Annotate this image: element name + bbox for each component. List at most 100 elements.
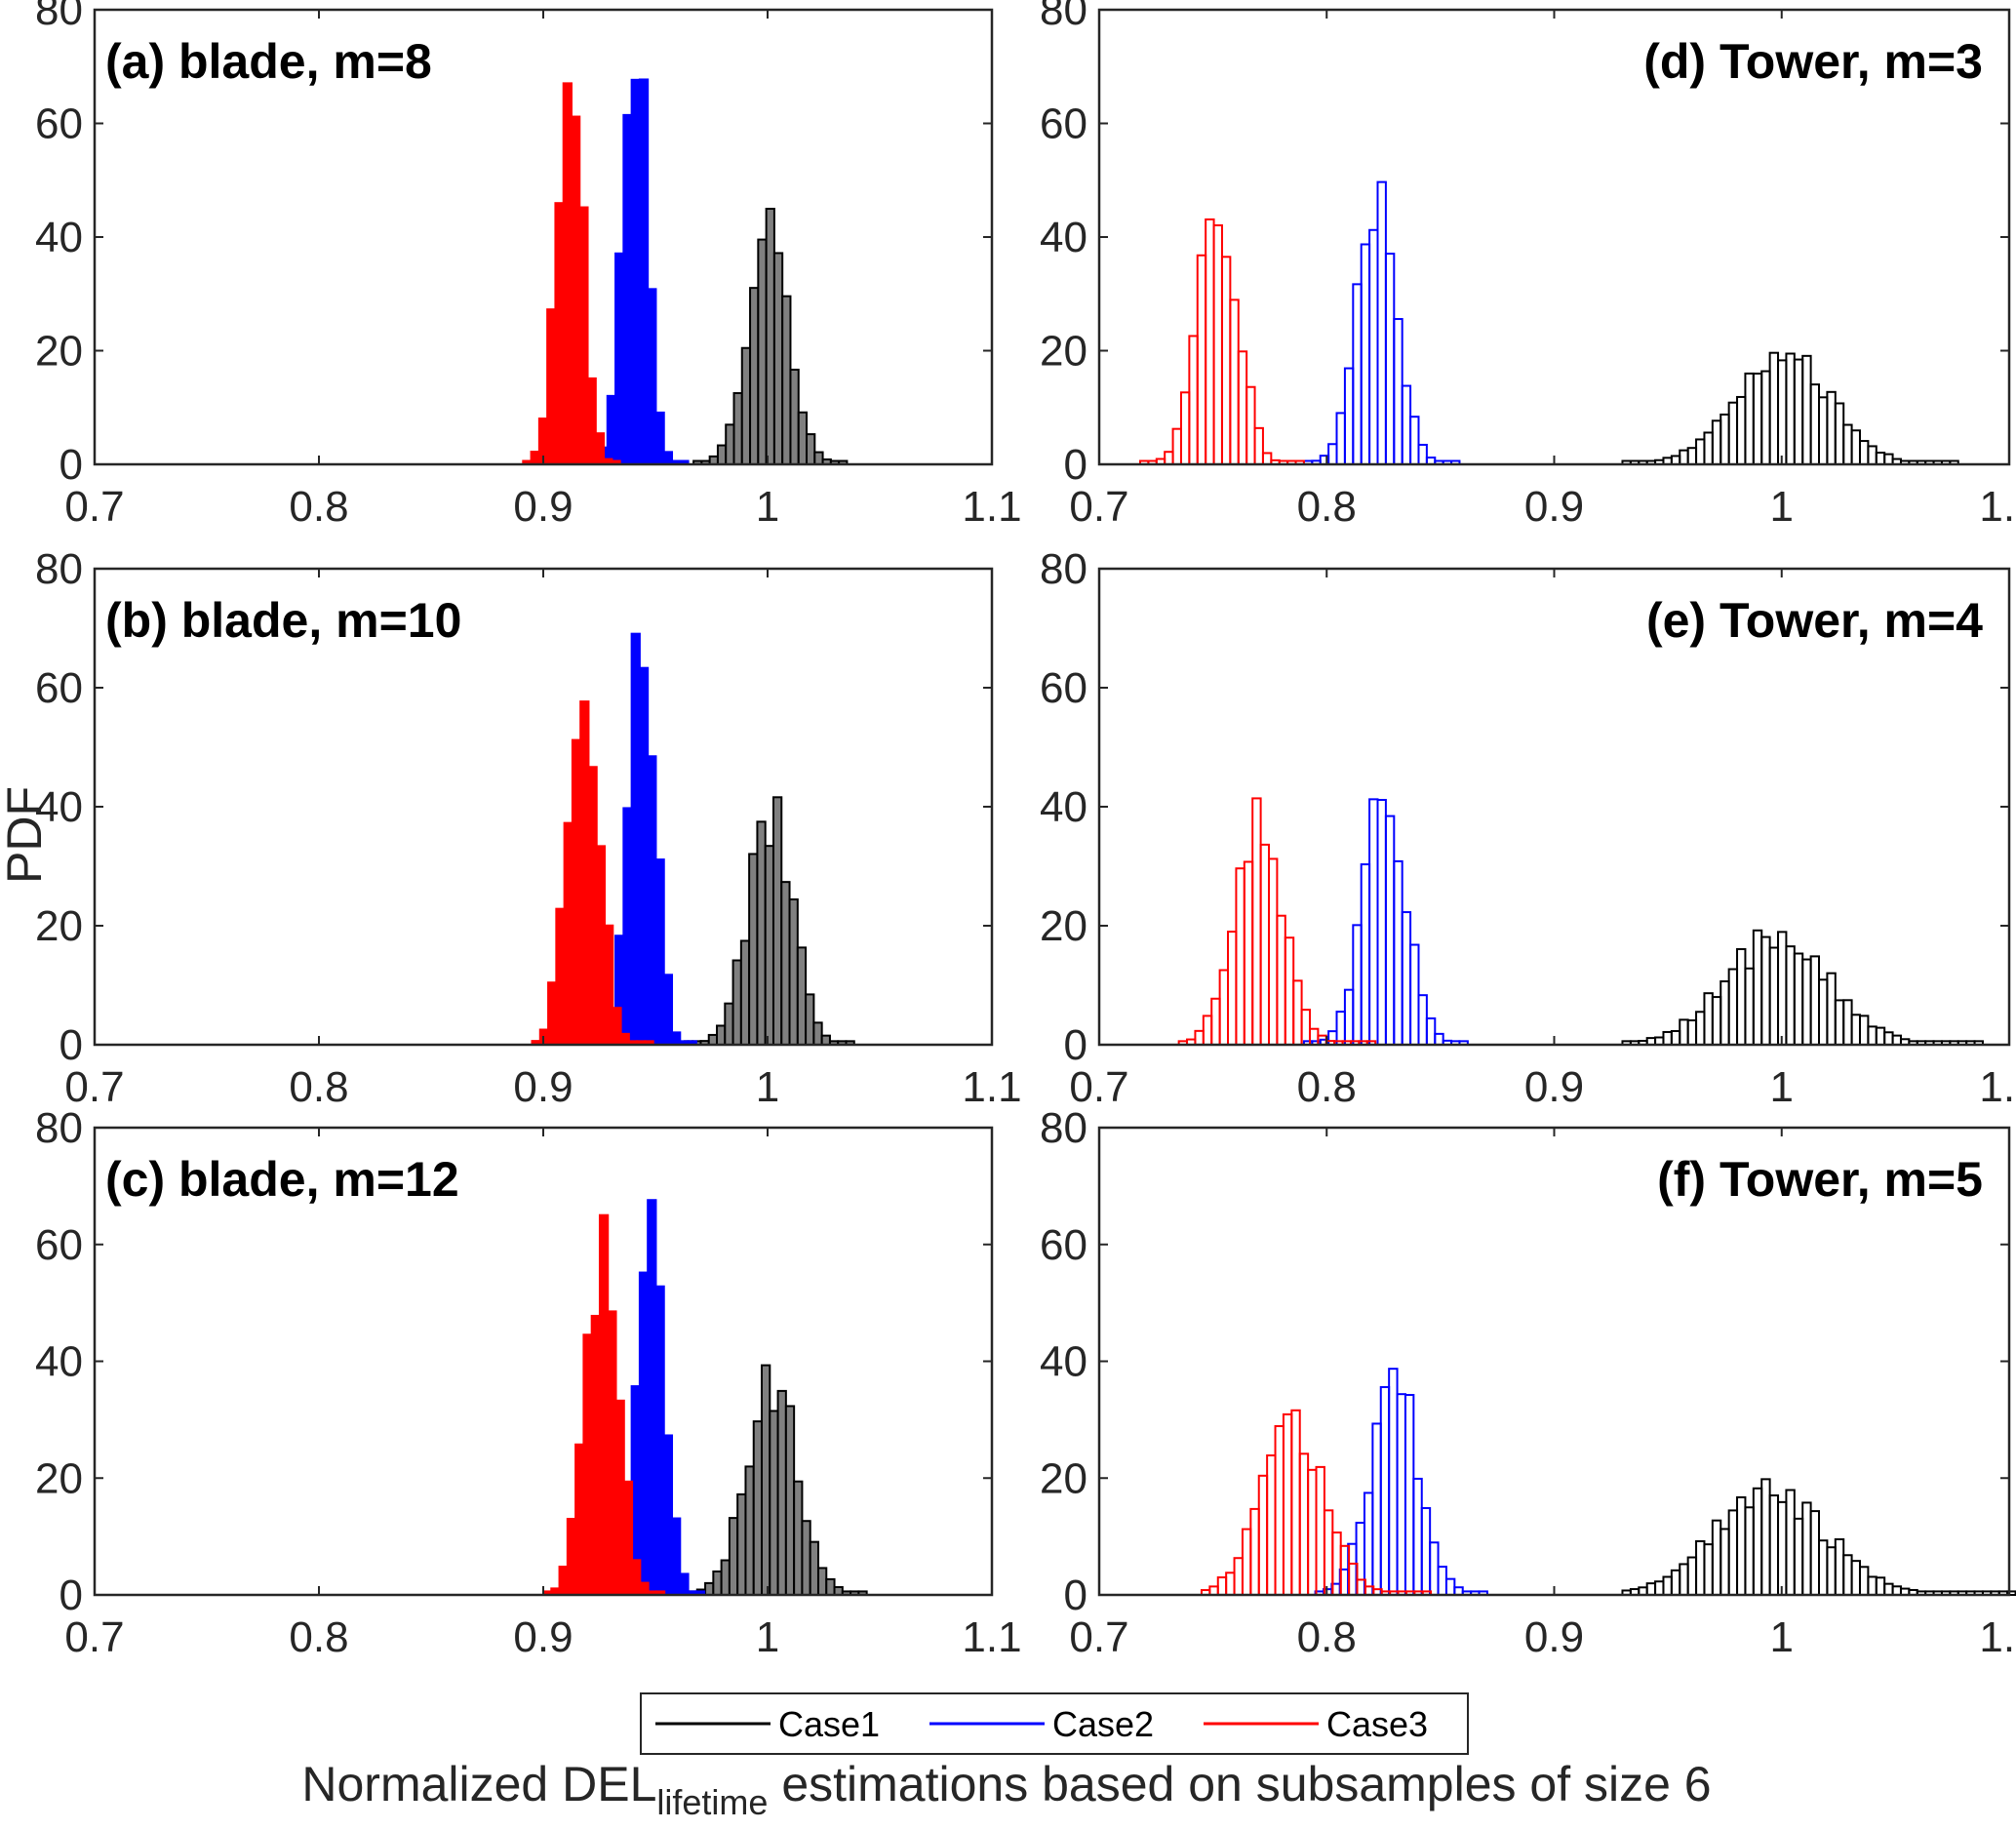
histogram-bar: [614, 252, 625, 466]
histogram-bar: [555, 907, 566, 1046]
y-tick-label: 0: [1064, 1021, 1087, 1069]
x-tick-label: 1: [1770, 483, 1794, 531]
histogram-bar: [748, 853, 759, 1047]
histogram-bar: [788, 898, 799, 1047]
x-axis-label-subscript: lifetime: [656, 1782, 768, 1822]
panel-c: 0.7 0.8 0.9 1 1.1 0 20 40 60 80 (c) blade, m=12: [35, 1104, 1022, 1661]
histogram-bar: [731, 959, 742, 1046]
histogram-bar: [622, 1480, 634, 1597]
x-tick-label: 0.8: [1297, 483, 1357, 531]
y-tick-label: 60: [1040, 664, 1087, 712]
plot-area: [1099, 569, 2009, 1045]
y-tick-label: 80: [35, 0, 83, 34]
histogram-bar: [546, 308, 557, 465]
y-tick-label: 80: [35, 545, 83, 593]
x-tick-label: 0.7: [64, 1613, 124, 1661]
x-tick-label: 1: [756, 483, 779, 531]
series-case3: [522, 82, 621, 466]
x-tick-label: 0.9: [513, 1613, 573, 1661]
histogram-bar: [784, 1405, 796, 1596]
x-tick-label: 0.7: [1069, 1613, 1128, 1661]
histogram-bar: [679, 1572, 690, 1597]
histogram-bar: [647, 288, 657, 465]
x-tick-label: 0.9: [1524, 1063, 1584, 1111]
x-tick-label: 1.1: [962, 483, 1021, 531]
y-tick-label: 20: [1040, 1454, 1087, 1502]
panel-d: 0.7 0.8 0.9 1 1.1 0 20 40 60 80 (d) Tower, m=3: [1040, 0, 2016, 531]
y-tick-label: 40: [1040, 214, 1087, 261]
histogram-bar: [812, 1021, 823, 1047]
histogram-bar: [614, 1399, 625, 1597]
histogram-bar: [639, 1581, 650, 1596]
y-axis-label: PDF: [0, 786, 52, 884]
histogram-bar: [622, 807, 633, 1046]
histogram-bar: [707, 1033, 719, 1046]
x-axis-label-rest: estimations based on subsamples of size …: [768, 1757, 1711, 1811]
panel-title: (c) blade, m=12: [105, 1152, 459, 1207]
histogram-bar: [622, 113, 633, 465]
x-tick-label: 1.1: [1979, 483, 2016, 531]
histogram-bar: [772, 252, 784, 465]
legend-label-case1: Case1: [778, 1704, 880, 1744]
histogram-bar: [598, 1213, 610, 1597]
histogram-bar: [704, 1581, 715, 1597]
histogram-bar: [582, 1333, 593, 1596]
histogram-bar: [732, 392, 743, 465]
y-tick-label: 80: [35, 1104, 83, 1152]
histogram-bar: [805, 993, 815, 1047]
y-tick-label: 0: [59, 1571, 83, 1619]
histogram-bar: [796, 946, 808, 1046]
histogram-bar: [662, 974, 674, 1046]
histogram-bar: [654, 1285, 665, 1596]
histogram-bar: [579, 700, 590, 1046]
panel-title: (d) Tower, m=3: [1643, 34, 1983, 89]
x-tick-label: 0.8: [1297, 1063, 1357, 1111]
histogram-bar: [530, 451, 540, 465]
histogram-bar: [571, 738, 582, 1047]
series-case2: [1302, 798, 1469, 1047]
histogram-bar: [547, 981, 558, 1046]
x-axis-label-main: Normalized DEL: [301, 1757, 656, 1811]
y-tick-label: 0: [59, 1021, 83, 1069]
histogram-bar: [586, 377, 597, 466]
panel-title: (a) blade, m=8: [105, 34, 432, 89]
y-tick-label: 0: [1064, 441, 1087, 489]
x-tick-label: 0.7: [1069, 1063, 1128, 1111]
x-tick-label: 1.1: [962, 1063, 1021, 1111]
panel-e: 0.7 0.8 0.9 1 1.1 0 20 40 60 80 (e) Tower, m=4: [1040, 545, 2016, 1111]
x-tick-label: 0.8: [289, 1063, 348, 1111]
histogram-bar: [654, 858, 665, 1046]
histogram-bar: [647, 755, 657, 1047]
y-tick-label: 80: [1040, 1104, 1087, 1152]
x-tick-label: 0.9: [1524, 483, 1584, 531]
histogram-bar: [570, 115, 581, 465]
x-tick-label: 0.9: [513, 483, 573, 531]
panel-a: 0.7 0.8 0.9 1 1.1 0 20 40 60 80 (a) blade, m=8: [35, 0, 1022, 531]
legend: Case1 Case2 Case3: [640, 1692, 1469, 1755]
y-tick-label: 60: [35, 100, 83, 148]
y-tick-label: 0: [59, 441, 83, 489]
histogram-bar: [606, 394, 617, 465]
panel-b: 0.7 0.8 0.9 1 1.1 0 20 40 60 80 (b) blade, m=10: [35, 545, 1022, 1111]
panel-title: (f) Tower, m=5: [1657, 1152, 1983, 1207]
histogram-bar: [757, 238, 768, 465]
x-tick-label: 0.8: [289, 1613, 348, 1661]
y-tick-label: 40: [1040, 1338, 1087, 1386]
histogram-bar: [825, 1577, 836, 1597]
y-tick-label: 60: [35, 664, 83, 712]
panel-title: (e) Tower, m=4: [1646, 593, 1983, 648]
histogram-bar: [820, 1034, 831, 1047]
plot-area: [95, 10, 992, 464]
series-case3: [531, 700, 654, 1047]
y-tick-label: 20: [35, 902, 83, 950]
panel-f: 0.7 0.8 0.9 1 1.1 0 20 40 60 80 (f) Tower, m=5: [1040, 1104, 2016, 1661]
histogram-bar: [780, 881, 791, 1047]
histogram-bar: [654, 411, 665, 466]
histogram-bar: [662, 451, 674, 465]
histogram-bar: [793, 1480, 804, 1596]
y-tick-label: 40: [35, 783, 83, 831]
panel-title: (b) blade, m=10: [105, 593, 461, 648]
histogram-bar: [638, 1271, 650, 1597]
legend-label-case2: Case2: [1052, 1704, 1154, 1744]
